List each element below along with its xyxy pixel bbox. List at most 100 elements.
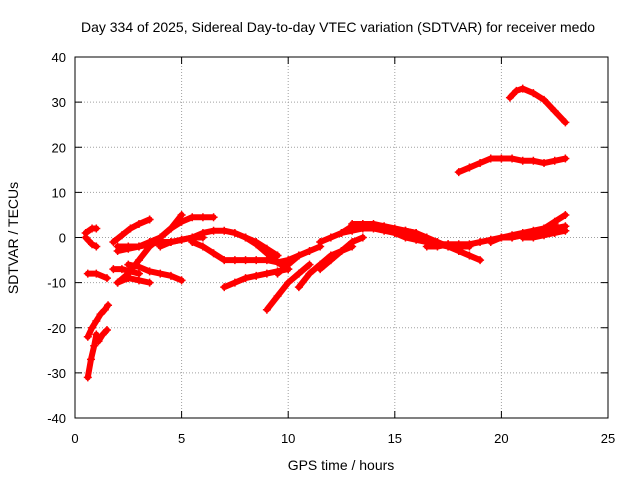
x-axis-label: GPS time / hours (288, 457, 395, 473)
data-point-marker (117, 265, 126, 274)
data-point-marker (529, 233, 538, 242)
data-point-marker (81, 233, 90, 242)
data-point-marker (316, 265, 325, 274)
x-tick-label: 20 (494, 431, 508, 446)
data-point-marker (124, 274, 133, 283)
data-point-marker (273, 251, 282, 260)
data-point-marker (540, 95, 549, 104)
data-point-marker (465, 240, 474, 249)
data-point-marker (401, 226, 410, 235)
x-tick-label: 15 (388, 431, 402, 446)
data-point-marker (252, 238, 261, 247)
y-tick-label: 20 (52, 140, 66, 155)
data-point-marker (98, 330, 107, 339)
data-point-marker (241, 256, 250, 265)
data-point-marker (550, 107, 559, 116)
data-point-marker (230, 278, 239, 287)
data-point-marker (156, 269, 165, 278)
data-point-marker (145, 267, 154, 276)
chart-title: Day 334 of 2025, Sidereal Day-to-day VTE… (81, 19, 595, 35)
ticks: 0 5 10 15 20 25 -40 -30 -20 -10 0 10 20 30 40 (47, 50, 615, 446)
data-point-marker (220, 283, 229, 292)
data-point-marker (83, 269, 92, 278)
data-point-marker (209, 249, 218, 258)
data-point-marker (316, 238, 325, 247)
data-point-marker (262, 256, 271, 265)
data-points (81, 84, 570, 382)
grid (75, 57, 608, 418)
y-tick-label: -30 (47, 366, 66, 381)
series-arc-k (241, 233, 282, 260)
series-arc-early-rise (83, 301, 113, 341)
data-point-marker (348, 238, 357, 247)
data-point-marker (113, 278, 122, 287)
data-point-marker (512, 86, 521, 95)
data-point-marker (561, 210, 570, 219)
data-point-marker (94, 337, 103, 346)
y-tick-label: 40 (52, 50, 66, 65)
y-axis-label: SDTVAR / TECUs (5, 182, 21, 294)
data-point-marker (540, 224, 549, 233)
data-point-marker (444, 240, 453, 249)
data-point-marker (284, 278, 293, 287)
data-point-marker (454, 168, 463, 177)
data-point-marker (198, 213, 207, 222)
series-arc-early-short (94, 326, 111, 346)
data-point-marker (252, 271, 261, 280)
y-tick-label: -40 (47, 411, 66, 426)
data-point-marker (209, 213, 218, 222)
data-point-marker (454, 240, 463, 249)
series-arc-h (156, 226, 293, 274)
data-point-marker (273, 269, 282, 278)
data-point-marker (262, 305, 271, 314)
data-point-marker (486, 238, 495, 247)
series-arc-m (273, 242, 325, 278)
data-point-marker (508, 233, 517, 242)
data-point-marker (90, 341, 99, 350)
data-point-marker (92, 316, 101, 325)
data-point-marker (134, 262, 143, 271)
data-point-marker (561, 154, 570, 163)
data-point-marker (337, 247, 346, 256)
data-point-marker (412, 228, 421, 237)
data-point-marker (177, 276, 186, 285)
data-point-marker (529, 156, 538, 165)
data-point-marker (117, 231, 126, 240)
series-arc-early-drop (83, 330, 101, 382)
data-point-marker (486, 154, 495, 163)
data-point-marker (126, 224, 135, 233)
data-point-marker (380, 224, 389, 233)
data-point-marker (88, 323, 97, 332)
data-point-marker (88, 240, 97, 249)
data-point-marker (96, 310, 105, 319)
data-point-marker (422, 242, 431, 251)
data-point-marker (188, 238, 197, 247)
data-point-marker (433, 242, 442, 251)
data-point-marker (518, 84, 527, 93)
data-point-marker (561, 118, 570, 127)
data-point-marker (230, 256, 239, 265)
data-point-marker (326, 256, 335, 265)
series-line (114, 275, 153, 286)
data-point-marker (518, 156, 527, 165)
data-point-marker (294, 251, 303, 260)
data-point-marker (476, 159, 485, 168)
data-point-marker (465, 163, 474, 172)
data-point-marker (326, 233, 335, 242)
data-point-marker (220, 256, 229, 265)
data-point-marker (241, 233, 250, 242)
data-point-marker (134, 242, 143, 251)
data-point-marker (476, 238, 485, 247)
data-point-marker (294, 269, 303, 278)
data-point-marker (92, 224, 101, 233)
data-point-marker (550, 228, 559, 237)
data-point-marker (305, 260, 314, 269)
data-point-marker (134, 276, 143, 285)
data-point-marker (262, 269, 271, 278)
y-tick-label: -10 (47, 276, 66, 291)
x-tick-label: 10 (281, 431, 295, 446)
data-point-marker (134, 219, 143, 228)
data-point-marker (284, 260, 293, 269)
data-point-marker (177, 235, 186, 244)
